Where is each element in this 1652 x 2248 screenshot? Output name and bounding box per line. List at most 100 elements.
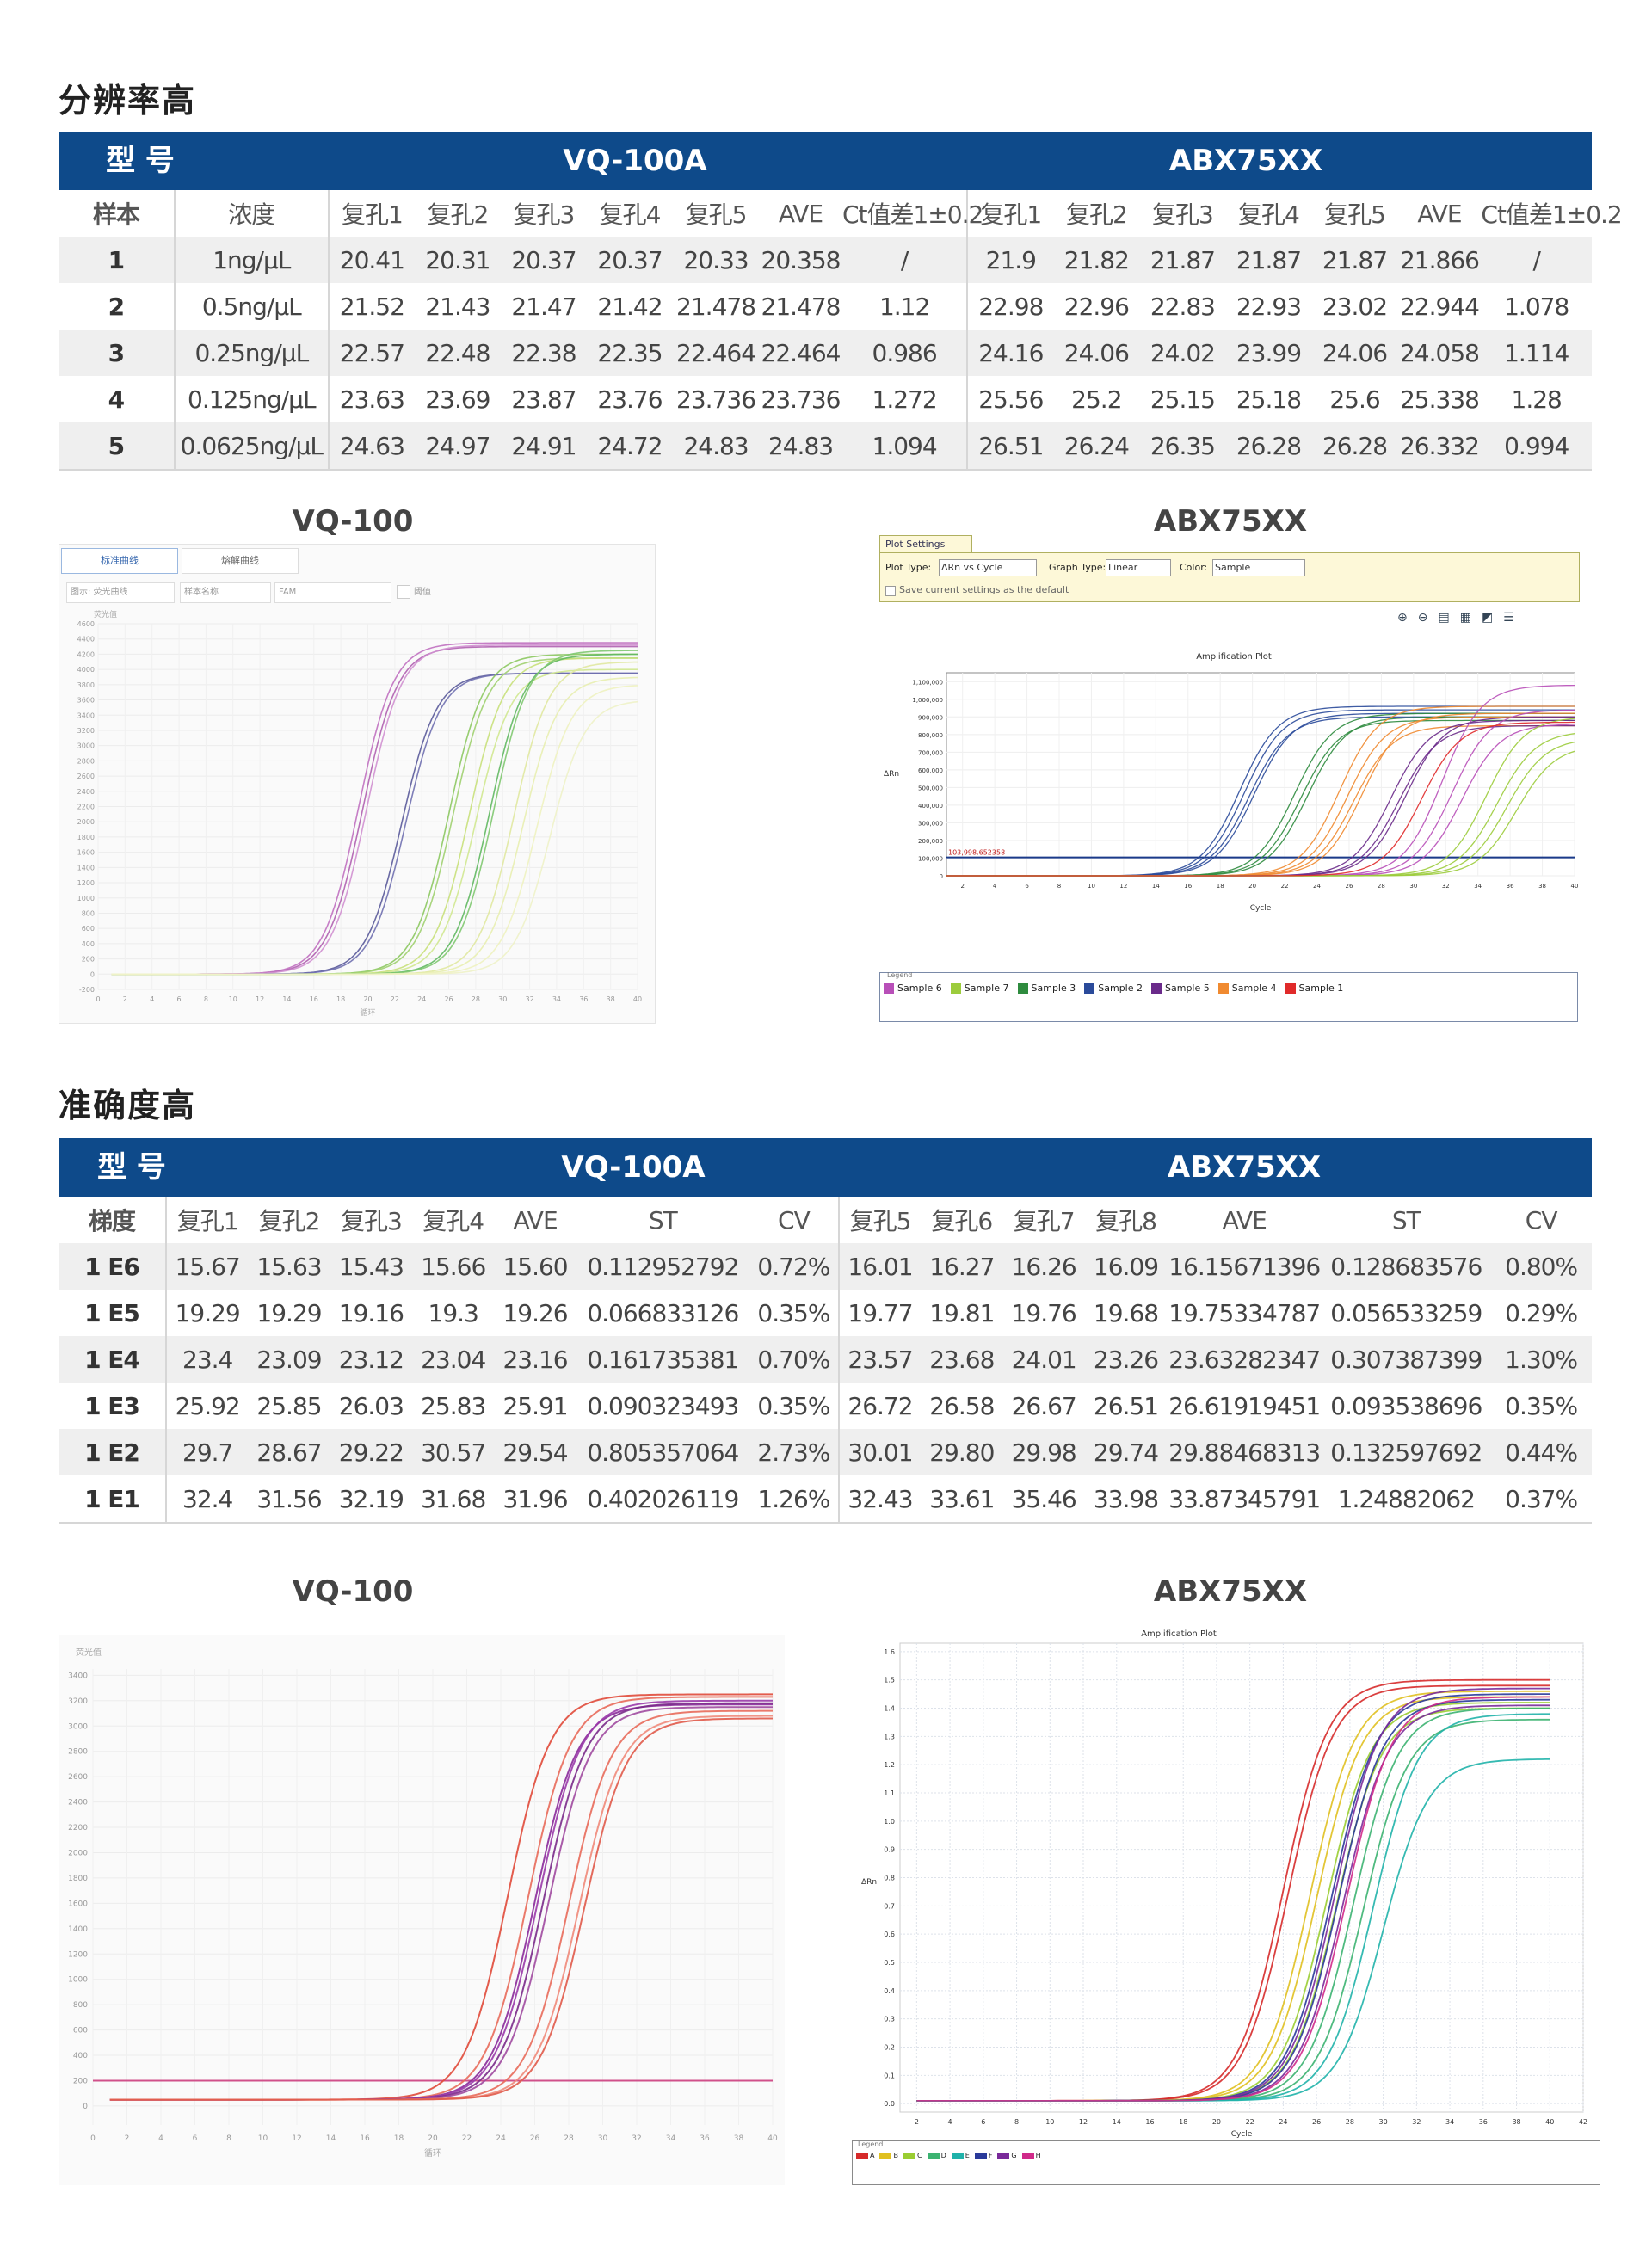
x-tick-label: 36 [579, 995, 588, 1003]
table-cell: 25.85 [256, 1391, 322, 1420]
table-cell: 21.47 [511, 292, 576, 321]
table-cell: 20.31 [414, 237, 501, 283]
y-tick-label: 200,000 [918, 838, 943, 845]
fig1-abx-chart: Amplification Plot ΔRn Cycle 1,100,000 1,000… [884, 652, 1579, 913]
threshold-checkbox[interactable] [397, 585, 410, 599]
save-default-checkbox[interactable] [885, 586, 896, 596]
table-row: 1 E6 15.67 15.63 15.43 15.66 15.60 0.112952792… [59, 1243, 1592, 1290]
table-cell: 0.125ng/μL [174, 376, 330, 422]
legend-item: Sample 1 [1285, 982, 1344, 994]
y-tick-label: 800,000 [918, 732, 943, 739]
table-row: 1 E4 23.4 23.09 23.12 23.04 23.16 0.161735381 0… [59, 1336, 1592, 1383]
table-cell: 23.69 [425, 385, 490, 414]
export-icon[interactable]: ▦ [1459, 611, 1482, 625]
legend-label: D [940, 2152, 946, 2159]
table-cell: 1 E5 [59, 1290, 167, 1336]
x-tick-label: 4 [158, 2134, 163, 2143]
legend-swatch [856, 2152, 868, 2159]
x-tick-label: 34 [1446, 2118, 1454, 2126]
x-tick-label: 8 [204, 995, 208, 1003]
table-cell: 25.6 [1329, 385, 1380, 414]
table-cell: 19.68 [1093, 1298, 1159, 1327]
table-cell: 32.4 [166, 1475, 249, 1524]
legend-item: G [997, 2152, 1017, 2159]
legend-item: B [879, 2152, 898, 2159]
chart-icon[interactable]: ◩ [1481, 611, 1504, 625]
table-cell: 29.74 [1084, 1429, 1168, 1475]
legend-swatch [974, 2152, 987, 2159]
table-cell: 25.83 [421, 1391, 486, 1420]
table-cell: 20.33 [673, 237, 760, 283]
y-tick-label: 2200 [77, 804, 95, 811]
plot-settings-tab[interactable]: Plot Settings [879, 535, 972, 553]
table-cell: 15.60 [494, 1243, 576, 1290]
zoom-out-icon[interactable]: ⊖ [1417, 611, 1439, 625]
x-tick-label: 18 [336, 995, 345, 1003]
table-cell: 1.094 [841, 422, 969, 471]
print-icon[interactable]: ▤ [1438, 611, 1460, 625]
table-cell: 29.88468313 [1167, 1429, 1322, 1475]
channel-select[interactable]: FAM [274, 582, 391, 603]
column-header: 复孔3 [513, 200, 576, 229]
table-cell: 21.43 [425, 292, 490, 321]
x-tick-label: 6 [1025, 883, 1029, 890]
legend-label: Sample 1 [1298, 982, 1344, 994]
y-tick-label: 1.2 [884, 1761, 895, 1769]
y-axis-label: 荧光值 [94, 609, 117, 619]
fig1-abx-legend: Legend Sample 6 Sample 7 Sample 3 Sample 2 S… [879, 971, 1578, 1022]
x-tick-label: 20 [1248, 883, 1256, 890]
table-cell: 22.57 [328, 330, 415, 376]
y-tick-label: 2600 [77, 773, 95, 780]
table-cell: 1.114 [1481, 330, 1592, 376]
table-cell: / [841, 237, 969, 283]
legend-item: Sample 4 [1217, 982, 1277, 994]
x-tick-label: 8 [1014, 2118, 1019, 2126]
table-cell: 33.98 [1084, 1475, 1168, 1524]
chart-type-select[interactable]: 图示: 荧光曲线 [66, 582, 175, 603]
table-cell: 0.986 [841, 330, 969, 376]
right-model: ABX75XX [1168, 144, 1323, 178]
legend-label: G [1011, 2152, 1017, 2159]
table-cell: 23.04 [412, 1336, 495, 1383]
table-cell: 26.51 [967, 422, 1054, 471]
table-cell: 25.2 [1071, 385, 1122, 414]
amplification-curve [109, 1717, 773, 2101]
table-cell: 0.70% [749, 1336, 840, 1383]
table-cell: 5 [59, 422, 176, 471]
table-cell: 16.26 [1002, 1243, 1085, 1290]
column-header: AVE [778, 199, 823, 228]
x-tick-label: 6 [981, 2118, 985, 2126]
x-tick-label: 26 [1312, 2118, 1321, 2126]
fig1-vq-chart: 荧光值4600440042004000380036003400320030002… [77, 609, 642, 1018]
table-cell: 2.73% [749, 1429, 840, 1475]
table-cell: 1.078 [1504, 292, 1569, 321]
table-cell: 26.24 [1053, 422, 1140, 471]
table-cell: 26.72 [848, 1391, 913, 1420]
y-tick-label: 2800 [68, 1748, 88, 1757]
sample-name-select[interactable]: 样本名称 [180, 582, 271, 603]
legend-label: E [965, 2152, 970, 2159]
list-icon[interactable]: ☰ [1503, 611, 1525, 625]
tab-melt-curve[interactable]: 熔解曲线 [182, 548, 299, 574]
table-cell: 24.83 [759, 422, 842, 471]
zoom-in-icon[interactable]: ⊕ [1397, 611, 1418, 625]
column-header: 复孔4 [422, 1207, 484, 1235]
table-cell: 26.28 [1225, 422, 1312, 471]
x-tick-label: 22 [1246, 2118, 1254, 2126]
table-cell: 15.67 [166, 1243, 249, 1290]
plot-type-select[interactable]: ΔRn vs Cycle [939, 559, 1037, 576]
x-tick-label: 40 [767, 2134, 778, 2143]
table-cell: 33.87345791 [1167, 1475, 1322, 1524]
table-cell: 22.48 [414, 330, 501, 376]
color-select[interactable]: Sample [1212, 559, 1305, 576]
table-cell: 23.26 [1084, 1336, 1168, 1383]
tab-standard-curve[interactable]: 标准曲线 [61, 548, 178, 574]
table-row: 1 1ng/μL 20.41 20.31 20.37 20.37 20.33 20.358/2… [59, 237, 1592, 283]
table-cell: 29.7 [166, 1429, 249, 1475]
graph-type-select[interactable]: Linear [1106, 559, 1171, 576]
x-tick-label: 22 [462, 2134, 472, 2143]
table-cell: 0.128683576 [1322, 1243, 1491, 1290]
table-cell: 19.81 [929, 1298, 995, 1327]
x-axis-label: Cycle [1250, 904, 1272, 913]
x-tick-label: 30 [598, 2134, 608, 2143]
